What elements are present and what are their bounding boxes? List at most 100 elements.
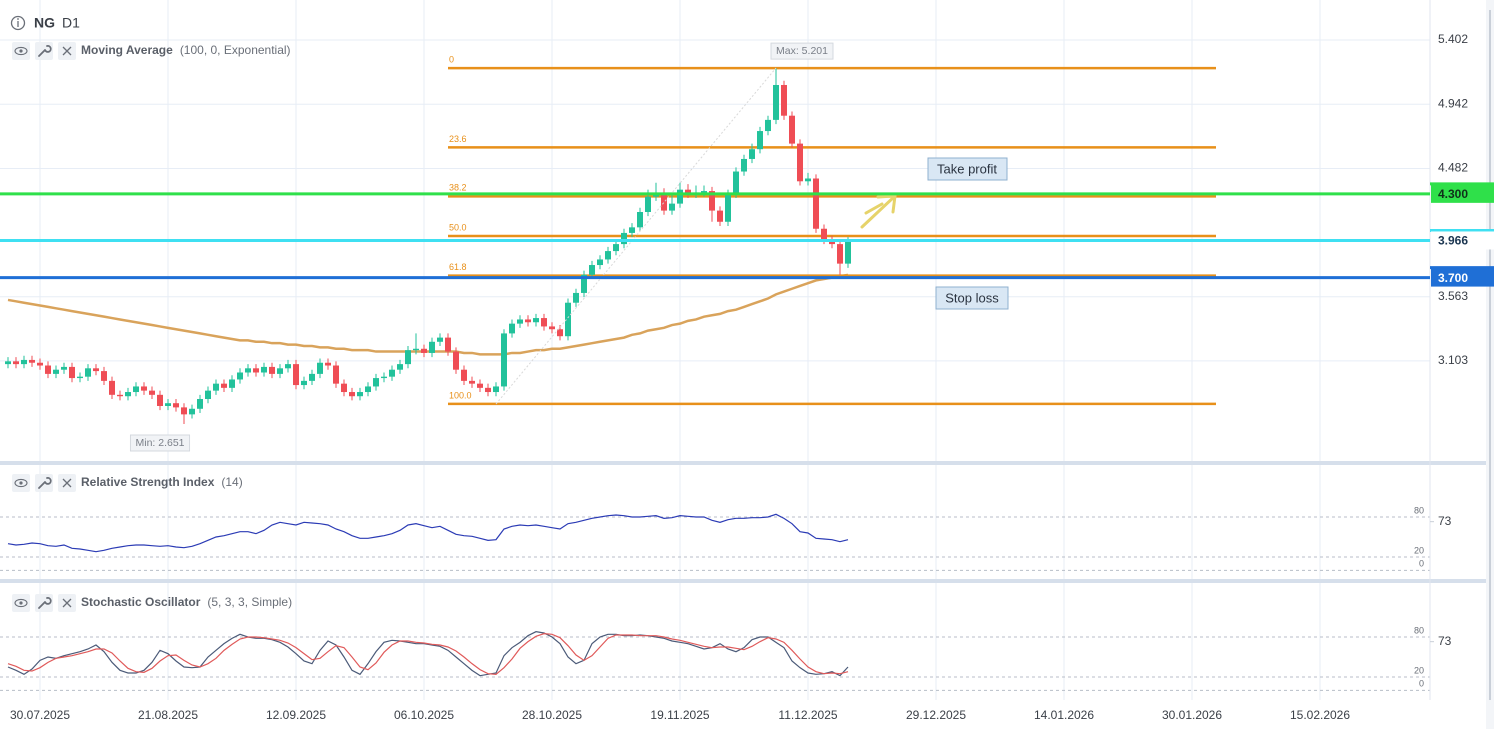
candle-body [533, 318, 539, 323]
wrench-icon [38, 597, 52, 609]
candle-body [293, 364, 299, 386]
indicator-line [7, 513, 849, 553]
candle-body [725, 193, 731, 222]
x-tick-label: 30.01.2026 [1162, 708, 1222, 722]
candle-body [829, 239, 835, 245]
candle-body [733, 171, 739, 194]
x-tick-label: 12.09.2025 [266, 708, 326, 722]
x-tick-label: 21.08.2025 [138, 708, 198, 722]
min-box [129, 434, 191, 452]
candle-body [581, 274, 587, 293]
info-icon-dot [17, 18, 19, 20]
y-tick-label: 3.563 [1438, 289, 1468, 303]
candle-body [501, 333, 507, 387]
candle-body [493, 386, 499, 393]
candle-body [29, 359, 35, 363]
candle-body [461, 369, 467, 381]
x-tick-label: 06.10.2025 [394, 708, 454, 722]
candle-body [85, 368, 91, 377]
candle-body [157, 394, 163, 406]
indicator-line [7, 633, 849, 675]
candle-body [53, 369, 59, 374]
indicator-name: Stochastic Oscillator [81, 595, 201, 609]
arrow [860, 194, 897, 229]
close-icon [62, 598, 72, 608]
fib-trend-line [495, 67, 777, 405]
candle-body [397, 364, 403, 370]
candle-body [141, 386, 147, 391]
candle-body [517, 319, 523, 324]
price-tag [1431, 231, 1494, 250]
candle-body [93, 368, 99, 372]
close-icon [62, 46, 72, 56]
candle-body [557, 329, 563, 337]
candle-body [357, 392, 363, 397]
level-label: 80 [1414, 505, 1424, 515]
candle-body [821, 228, 827, 240]
candle-body [637, 211, 643, 228]
candle-body [197, 399, 203, 409]
grid-layer [0, 0, 1430, 700]
level-label: 20 [1414, 545, 1424, 555]
candle-body [181, 407, 187, 415]
candle-body [629, 227, 635, 233]
max-label: Max: 5.201 [776, 45, 828, 57]
indicator-line [7, 631, 849, 677]
candle-body [69, 366, 75, 379]
candle-body [381, 376, 387, 379]
candle-body [605, 251, 611, 260]
candle-body [205, 390, 211, 400]
x-tick-label: 19.11.2025 [650, 708, 709, 722]
candle-body [429, 341, 435, 353]
candle-body [645, 196, 651, 212]
candle-body [797, 143, 803, 182]
arrow-shaft [860, 194, 897, 229]
candle-body [37, 362, 43, 366]
take-profit-label: Take profit [937, 161, 997, 176]
candle-body [485, 387, 491, 393]
candle-body [469, 380, 475, 384]
candle-body [845, 240, 851, 264]
candle-body [421, 348, 427, 353]
fib-label: 50.0 [449, 222, 467, 232]
candle-body [261, 366, 267, 373]
fib-label: 100.0 [449, 390, 472, 400]
candle-body [133, 386, 139, 393]
y-tick-label: 4.942 [1438, 96, 1468, 110]
candle-body [669, 203, 675, 211]
eye-icon [14, 598, 28, 608]
symbol: NG [34, 15, 55, 31]
x-tick-label: 30.07.2025 [10, 708, 70, 722]
price-tag [1431, 268, 1494, 287]
candle-body [221, 383, 227, 388]
candle-body [773, 84, 779, 120]
info-icon[interactable] [10, 15, 26, 31]
x-tick-label: 15.02.2026 [1290, 708, 1350, 722]
price-tag-label: 3.700 [1438, 271, 1468, 285]
candle-body [781, 84, 787, 116]
candle-body [253, 368, 259, 373]
panel-separator [0, 461, 1494, 465]
x-tick-label: 29.12.2025 [906, 708, 966, 722]
y-tick-label: 4.482 [1438, 161, 1468, 175]
y-tick-label: 3.103 [1438, 353, 1468, 367]
x-tick-label: 11.12.2025 [778, 708, 837, 722]
price-tag-label: 4.300 [1438, 187, 1468, 201]
indicator-name: Moving Average [81, 43, 173, 57]
plot-layer [5, 66, 1216, 677]
fib-label: 0 [449, 54, 454, 64]
candle-body [277, 368, 283, 374]
max-box [770, 42, 834, 60]
candle-body [309, 373, 315, 381]
candle-body [685, 189, 691, 194]
candle-body [765, 119, 771, 132]
candle-body [101, 371, 107, 381]
candle-body [613, 244, 619, 252]
candle-body [741, 158, 747, 172]
min-label: Min: 2.651 [135, 437, 184, 449]
candle-body [365, 386, 371, 393]
candle-body [77, 376, 83, 379]
candle-body [245, 368, 251, 373]
